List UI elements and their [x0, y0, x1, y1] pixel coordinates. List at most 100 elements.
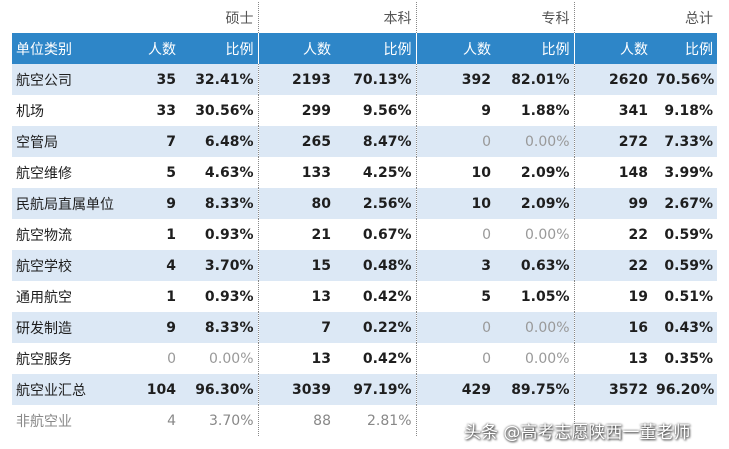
cell: 9 [416, 95, 495, 126]
data-row: 航空公司 35 32.41% 2193 70.13% 392 82.01% 2620 70.56… [12, 64, 717, 95]
cell: 4 [135, 405, 180, 436]
cell: 0.43% [652, 312, 717, 343]
row-label: 机场 [12, 95, 135, 126]
cell: 70.56% [652, 64, 717, 95]
cell: 13 [574, 343, 652, 374]
header-cell: 比例 [180, 33, 259, 64]
cell: 0 [416, 312, 495, 343]
row-label: 民航局直属单位 [12, 188, 135, 219]
cell: 3572 [574, 374, 652, 405]
cell: 3.70% [180, 405, 259, 436]
cell: 0.67% [335, 219, 417, 250]
cell: 3.99% [652, 157, 717, 188]
header-cell: 人数 [416, 33, 495, 64]
data-row: 航空维修 5 4.63% 133 4.25% 10 2.09% 148 3.99% [12, 157, 717, 188]
cell: 429 [416, 374, 495, 405]
group-label: 总计 [685, 10, 713, 27]
row-label: 研发制造 [12, 312, 135, 343]
cell: 5 [135, 157, 180, 188]
cell: 0.63% [495, 250, 575, 281]
cell [652, 405, 717, 436]
cell: 5 [416, 281, 495, 312]
cell: 0.93% [180, 281, 259, 312]
cell: 8.33% [180, 188, 259, 219]
cell: 0.51% [652, 281, 717, 312]
cell: 0.48% [335, 250, 417, 281]
cell: 2.56% [335, 188, 417, 219]
cell: 96.30% [180, 374, 259, 405]
cell: 3 [416, 250, 495, 281]
row-label: 航空维修 [12, 157, 135, 188]
row-label: 通用航空 [12, 281, 135, 312]
cell: 7.33% [652, 126, 717, 157]
header-row: 单位类别 人数 比例 人数 比例 人数 比例 人数 比例 [12, 33, 717, 64]
cell: 33 [135, 95, 180, 126]
cell: 2.67% [652, 188, 717, 219]
cell: 0.00% [495, 312, 575, 343]
cell: 0.93% [180, 219, 259, 250]
header-cell: 单位类别 [12, 33, 135, 64]
header-cell: 比例 [652, 33, 717, 64]
header-cell: 比例 [335, 33, 417, 64]
cell: 8.33% [180, 312, 259, 343]
cell: 22 [574, 250, 652, 281]
cell: 2.81% [335, 405, 417, 436]
cell: 2620 [574, 64, 652, 95]
cell: 9 [135, 188, 180, 219]
data-row: 民航局直属单位 9 8.33% 80 2.56% 10 2.09% 99 2.67% [12, 188, 717, 219]
cell: 0.59% [652, 250, 717, 281]
cell: 88 [258, 405, 335, 436]
row-label: 航空业汇总 [12, 374, 135, 405]
cell: 0 [135, 343, 180, 374]
cell: 0.00% [495, 126, 575, 157]
cell: 4.25% [335, 157, 417, 188]
cell: 3.70% [180, 250, 259, 281]
cell: 299 [258, 95, 335, 126]
cell: 0 [416, 219, 495, 250]
cell: 3039 [258, 374, 335, 405]
cell: 272 [574, 126, 652, 157]
cell [495, 405, 575, 436]
row-label: 航空学校 [12, 250, 135, 281]
cell: 1.88% [495, 95, 575, 126]
spacer [12, 2, 135, 33]
cell: 341 [574, 95, 652, 126]
cell: 10 [416, 157, 495, 188]
cell: 1 [135, 281, 180, 312]
row-label: 航空服务 [12, 343, 135, 374]
cell: 0.00% [495, 219, 575, 250]
data-table: 硕士 本科 专科 总计 单位类别 人数 比例 人数 比例 人数 比例 人数 比例 航空公司 35 32.41%… [12, 2, 717, 436]
data-row: 通用航空 1 0.93% 13 0.42% 5 1.05% 19 0.51% [12, 281, 717, 312]
cell: 7 [258, 312, 335, 343]
cell: 1.05% [495, 281, 575, 312]
cell: 2.09% [495, 157, 575, 188]
data-row: 航空学校 4 3.70% 15 0.48% 3 0.63% 22 0.59% [12, 250, 717, 281]
cell: 6.48% [180, 126, 259, 157]
cell: 19 [574, 281, 652, 312]
cell: 8.47% [335, 126, 417, 157]
cell: 96.20% [652, 374, 717, 405]
cell: 89.75% [495, 374, 575, 405]
cell: 16 [574, 312, 652, 343]
cell: 82.01% [495, 64, 575, 95]
cell: 0.35% [652, 343, 717, 374]
cell: 1 [135, 219, 180, 250]
cell: 4 [135, 250, 180, 281]
cell: 21 [258, 219, 335, 250]
header-cell: 人数 [258, 33, 335, 64]
cell: 104 [135, 374, 180, 405]
data-row: 航空服务 0 0.00% 13 0.42% 0 0.00% 13 0.35% [12, 343, 717, 374]
data-row: 航空物流 1 0.93% 21 0.67% 0 0.00% 22 0.59% [12, 219, 717, 250]
cell [416, 405, 495, 436]
cell: 0 [416, 343, 495, 374]
cell: 97.19% [335, 374, 417, 405]
cell: 0 [416, 126, 495, 157]
cell: 10 [416, 188, 495, 219]
group-label: 硕士 [135, 2, 259, 33]
cell: 9.18% [652, 95, 717, 126]
cell [574, 405, 652, 436]
data-row: 航空业汇总 104 96.30% 3039 97.19% 429 89.75% 3572 96.… [12, 374, 717, 405]
cell: 35 [135, 64, 180, 95]
cell: 13 [258, 343, 335, 374]
